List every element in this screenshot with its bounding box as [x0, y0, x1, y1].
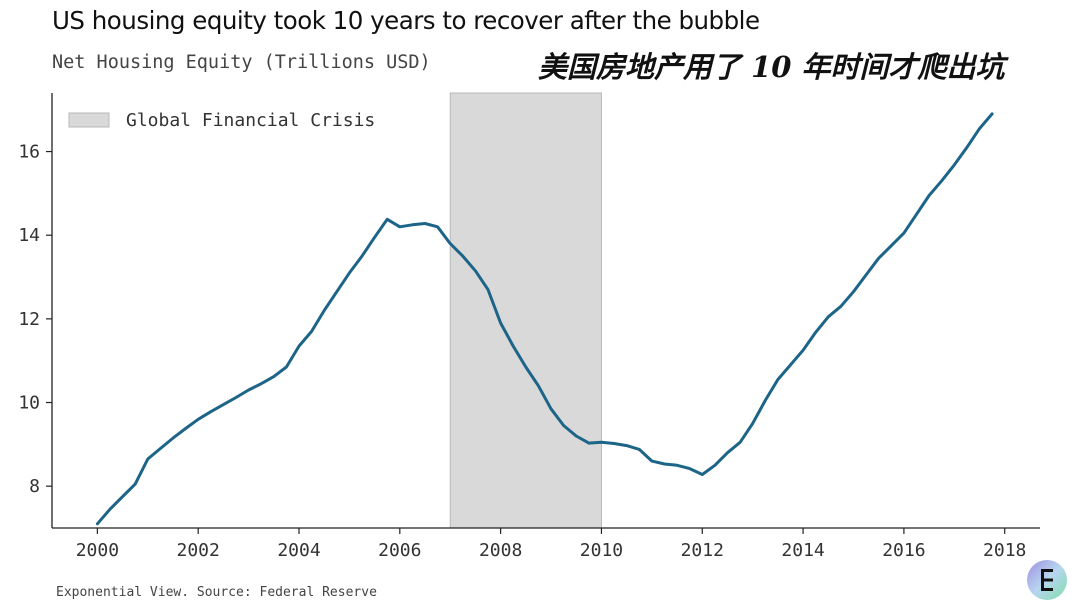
legend-label: Global Financial Crisis: [126, 110, 375, 131]
shaded-region-crisis: [449, 92, 602, 529]
x-tick-label: 2002: [177, 540, 220, 561]
y-tick-label: 16: [18, 142, 40, 163]
x-tick-label: 2014: [781, 540, 824, 561]
x-tick-label: 2016: [882, 540, 925, 561]
axes: 2000 2002 2004 2006 2008 2010 2012 2014 2016 2018…: [18, 93, 1040, 561]
y-tick-label: 12: [18, 309, 40, 330]
x-tick-label: 2010: [580, 540, 623, 561]
shaded-regions: [449, 92, 602, 529]
series-lines: [95, 112, 994, 526]
x-tick-label: 2012: [681, 540, 724, 561]
x-tick-label: 2000: [76, 540, 119, 561]
x-tick-label: 2008: [479, 540, 522, 561]
chart-subtitle: Net Housing Equity (Trillions USD): [52, 52, 431, 73]
x-tick-label: 2004: [277, 540, 320, 561]
x-tick-label: 2018: [983, 540, 1026, 561]
legend-swatch: [68, 112, 110, 128]
y-tick-label: 14: [18, 225, 40, 246]
y-tick-label: 10: [18, 393, 40, 414]
legend: Global Financial Crisis: [68, 110, 375, 131]
exponential-view-logo-icon: [1027, 560, 1067, 600]
x-tick-label: 2006: [378, 540, 421, 561]
series-line-net-housing-equity: [95, 112, 994, 526]
chinese-annotation: 美国房地产用了 10 年时间才爬出坑: [538, 50, 1005, 84]
source-note: Exponential View. Source: Federal Reserv…: [56, 585, 377, 600]
chart-title: US housing equity took 10 years to recov…: [52, 6, 760, 35]
y-tick-label: 8: [29, 476, 40, 497]
